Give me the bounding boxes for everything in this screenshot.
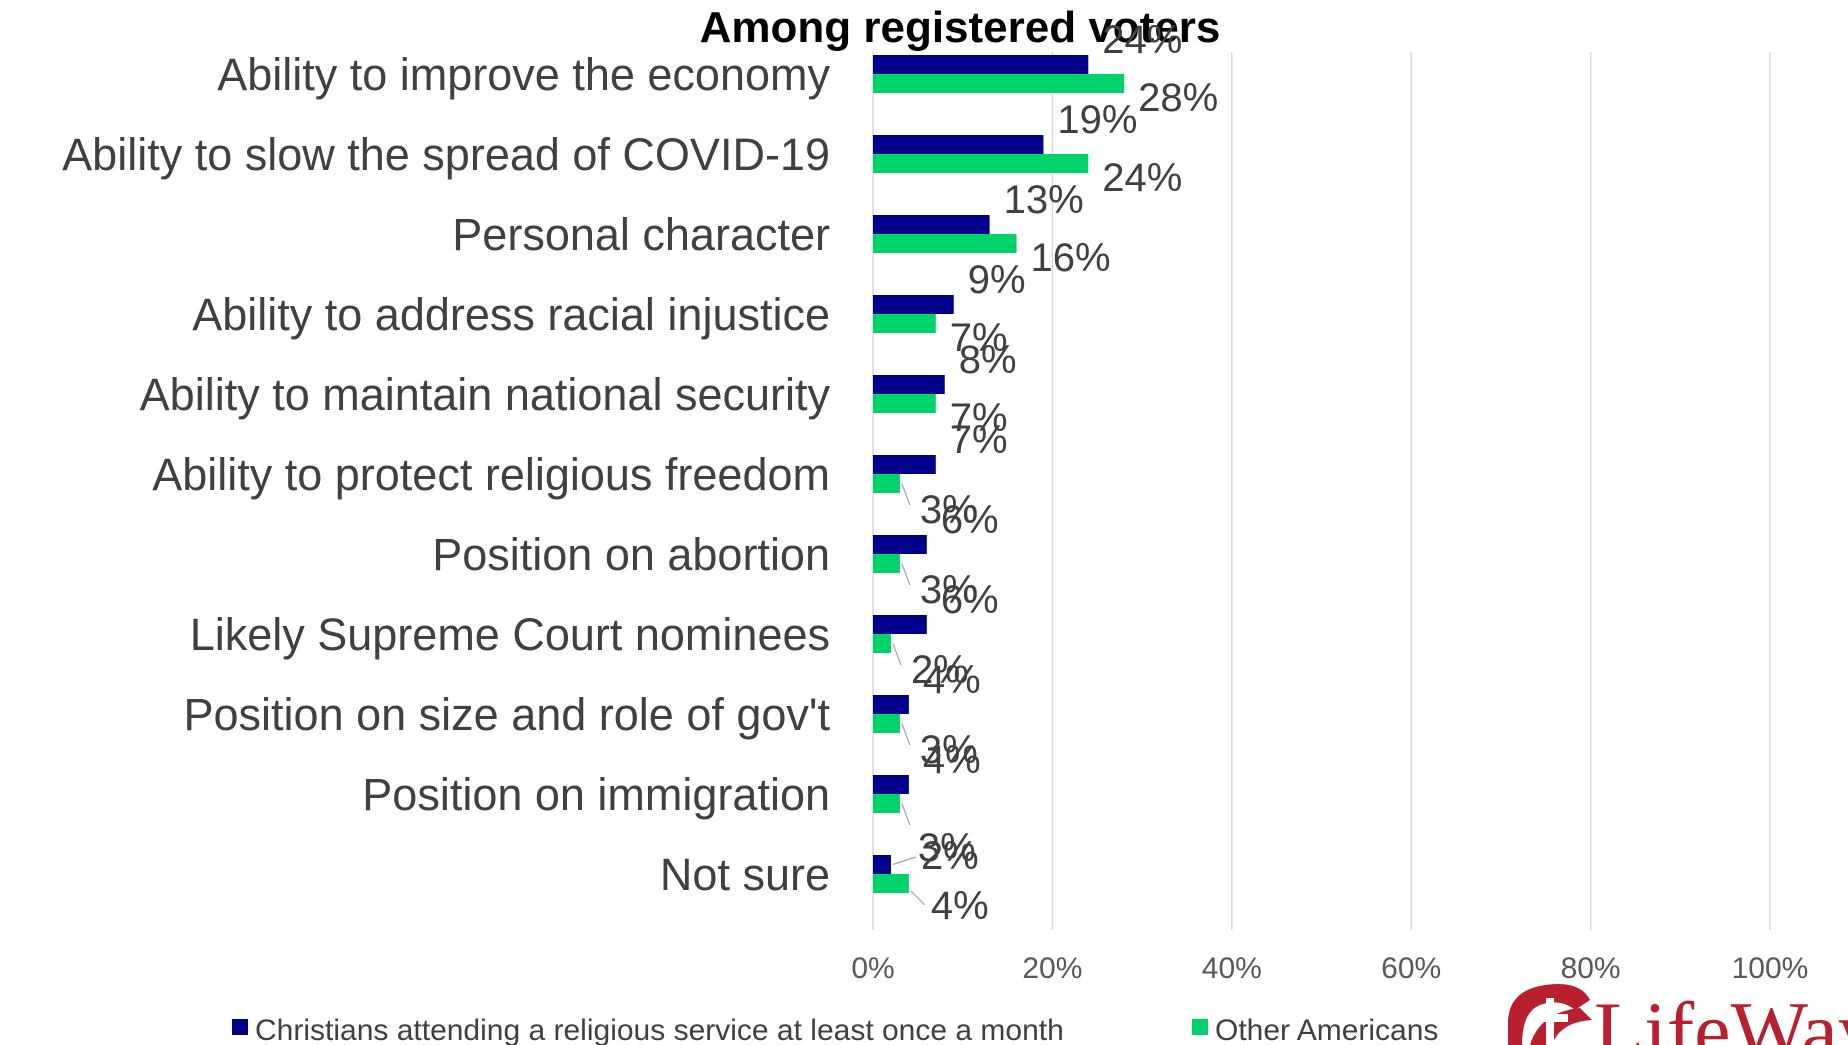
lifeway-wordmark: LifeWay	[1594, 985, 1848, 1045]
value-label-other-americans-3: 16%	[1031, 236, 1111, 280]
bar-other-americans-11	[873, 874, 909, 893]
bar-other-americans-9	[873, 714, 900, 733]
category-label-5: Ability to maintain national security	[140, 369, 831, 420]
value-label-other-americans-2: 24%	[1102, 156, 1182, 200]
value-label-christians-1: 24%	[1102, 18, 1182, 62]
bar-christians-9	[873, 695, 909, 714]
bars	[873, 55, 1124, 893]
label-leader-line	[911, 891, 925, 905]
legend-swatch-other-americans	[1192, 1019, 1208, 1035]
bar-christians-4	[873, 295, 954, 314]
bar-christians-6	[873, 455, 936, 474]
value-label-christians-4: 9%	[968, 258, 1026, 302]
value-label-christians-7: 6%	[941, 498, 999, 542]
bar-christians-2	[873, 135, 1043, 154]
bar-christians-5	[873, 375, 945, 394]
bar-other-americans-2	[873, 154, 1088, 173]
bar-christians-1	[873, 55, 1088, 74]
category-label-6: Ability to protect religious freedom	[152, 449, 830, 500]
category-label-8: Likely Supreme Court nominees	[190, 609, 830, 660]
label-leader-line	[902, 804, 910, 826]
x-tick-label-0: 0%	[851, 952, 894, 985]
label-leader-line	[893, 644, 901, 666]
value-label-christians-11: 2%	[921, 834, 979, 878]
lifeway-logo: LifeWay	[1508, 984, 1848, 1045]
category-label-2: Ability to slow the spread of COVID-19	[62, 129, 830, 180]
x-axis-tick-labels: 0% 20% 40% 60% 80% 100%	[851, 952, 1808, 985]
bar-christians-3	[873, 215, 990, 234]
value-label-christians-5: 8%	[959, 338, 1017, 382]
x-tick-label-60: 60%	[1381, 952, 1441, 985]
category-label-10: Position on immigration	[362, 769, 830, 820]
legend: Christians attending a religious service…	[232, 1014, 1438, 1045]
bar-other-americans-1	[873, 74, 1124, 93]
label-leader-line	[893, 857, 916, 865]
value-label-other-americans-11: 4%	[931, 884, 989, 928]
value-label-christians-10: 4%	[923, 738, 981, 782]
category-label-1: Ability to improve the economy	[217, 49, 830, 100]
value-label-christians-9: 4%	[923, 658, 981, 702]
label-leader-line	[902, 484, 910, 506]
bar-christians-8	[873, 615, 927, 634]
value-label-christians-8: 6%	[941, 578, 999, 622]
lifeway-emblem-icon	[1508, 984, 1592, 1045]
label-leader-line	[902, 724, 910, 746]
value-label-christians-3: 13%	[1004, 178, 1084, 222]
legend-label-christians: Christians attending a religious service…	[255, 1014, 1064, 1045]
label-leader-line	[902, 564, 910, 586]
x-tick-label-80: 80%	[1561, 952, 1621, 985]
value-label-christians-6: 7%	[950, 418, 1008, 462]
bar-other-americans-3	[873, 234, 1017, 253]
bar-other-americans-6	[873, 474, 900, 493]
bar-christians-7	[873, 535, 927, 554]
legend-swatch-christians	[232, 1019, 248, 1035]
bar-christians-10	[873, 775, 909, 794]
x-tick-label-20: 20%	[1022, 952, 1082, 985]
category-label-11: Not sure	[660, 849, 830, 900]
bar-christians-11	[873, 855, 891, 874]
category-labels: Ability to improve the economy Ability to…	[62, 49, 830, 900]
category-label-4: Ability to address racial injustice	[192, 289, 830, 340]
x-tick-label-40: 40%	[1202, 952, 1262, 985]
bar-other-americans-4	[873, 314, 936, 333]
category-label-7: Position on abortion	[432, 529, 830, 580]
value-label-christians-2: 19%	[1057, 98, 1137, 142]
bar-other-americans-10	[873, 794, 900, 813]
bar-other-americans-5	[873, 394, 936, 413]
bar-other-americans-8	[873, 634, 891, 653]
value-label-other-americans-1: 28%	[1138, 76, 1218, 120]
category-label-3: Personal character	[452, 209, 830, 260]
legend-label-other-americans: Other Americans	[1215, 1014, 1438, 1045]
x-tick-label-100: 100%	[1732, 952, 1809, 985]
bar-other-americans-7	[873, 554, 900, 573]
category-label-9: Position on size and role of gov't	[184, 689, 831, 740]
